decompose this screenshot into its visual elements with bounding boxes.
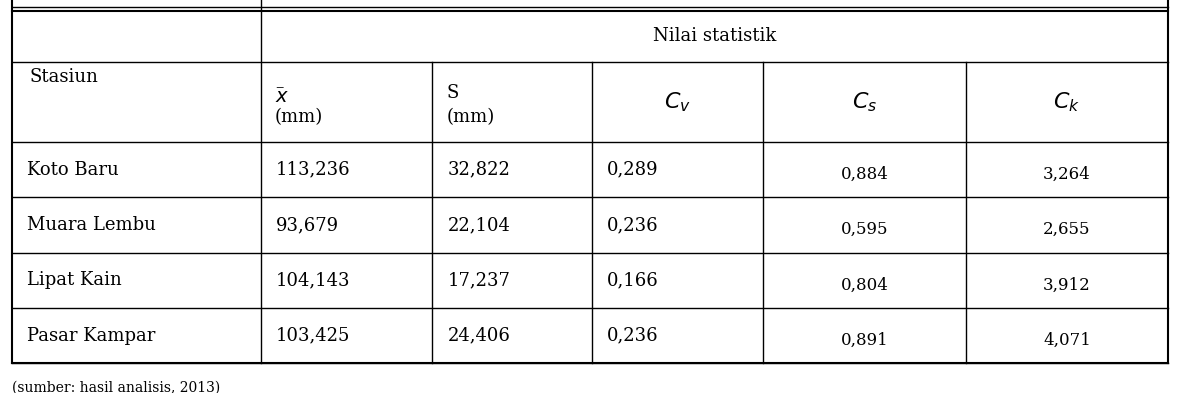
Text: Koto Baru: Koto Baru bbox=[27, 161, 119, 179]
Text: 0,804: 0,804 bbox=[840, 276, 889, 294]
Text: –: – bbox=[275, 79, 283, 96]
Text: 22,104: 22,104 bbox=[447, 216, 510, 234]
Text: (mm): (mm) bbox=[446, 108, 494, 127]
Text: 4,071: 4,071 bbox=[1043, 332, 1090, 349]
Text: 3,912: 3,912 bbox=[1043, 276, 1090, 294]
Text: 0,236: 0,236 bbox=[607, 327, 658, 345]
Text: 24,406: 24,406 bbox=[447, 327, 510, 345]
Text: (sumber: hasil analisis, 2013): (sumber: hasil analisis, 2013) bbox=[12, 380, 219, 393]
Text: 0,891: 0,891 bbox=[840, 332, 889, 349]
Text: (mm): (mm) bbox=[275, 108, 323, 127]
Text: Pasar Kampar: Pasar Kampar bbox=[27, 327, 156, 345]
Text: 0,289: 0,289 bbox=[607, 161, 658, 179]
Text: 104,143: 104,143 bbox=[276, 272, 350, 289]
Text: 0,595: 0,595 bbox=[840, 221, 889, 238]
Text: 103,425: 103,425 bbox=[276, 327, 350, 345]
Text: 2,655: 2,655 bbox=[1043, 221, 1090, 238]
Text: $x$: $x$ bbox=[275, 88, 289, 107]
Text: 32,822: 32,822 bbox=[447, 161, 510, 179]
Text: 113,236: 113,236 bbox=[276, 161, 350, 179]
Text: 0,166: 0,166 bbox=[607, 272, 658, 289]
Text: Lipat Kain: Lipat Kain bbox=[27, 272, 122, 289]
Text: 93,679: 93,679 bbox=[276, 216, 339, 234]
Text: 0,236: 0,236 bbox=[607, 216, 658, 234]
Text: 0,884: 0,884 bbox=[840, 166, 889, 183]
Text: $C_v$: $C_v$ bbox=[664, 90, 690, 114]
Text: $C_s$: $C_s$ bbox=[852, 90, 877, 114]
Text: Stasiun: Stasiun bbox=[30, 68, 98, 86]
Text: Muara Lembu: Muara Lembu bbox=[27, 216, 156, 234]
Text: $C_k$: $C_k$ bbox=[1054, 90, 1081, 114]
Text: 3,264: 3,264 bbox=[1043, 166, 1090, 183]
Text: S: S bbox=[446, 84, 459, 101]
Text: 17,237: 17,237 bbox=[447, 272, 510, 289]
Text: Nilai statistik: Nilai statistik bbox=[653, 28, 776, 46]
